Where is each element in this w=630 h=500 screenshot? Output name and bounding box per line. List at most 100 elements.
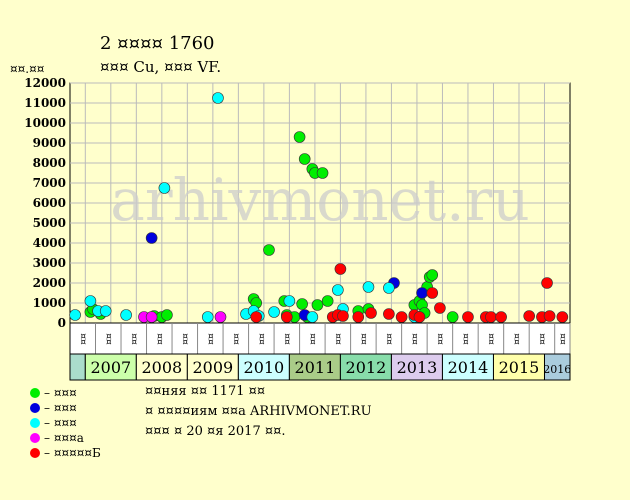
legend-swatch (30, 388, 40, 398)
chart-subtitle: ¤¤¤ Cu, ¤¤¤ VF. (100, 58, 222, 76)
note-date: ¤¤¤ ¤ 20 ¤я 2017 ¤¤. (145, 424, 286, 439)
data-point (495, 311, 507, 323)
year-band-lead (69, 353, 86, 381)
data-point (362, 281, 375, 293)
data-point (201, 311, 214, 323)
data-point (332, 284, 344, 296)
data-point (296, 298, 308, 310)
data-point (365, 307, 377, 319)
year-label: 2015 (499, 358, 540, 377)
y-axis-label: ¤¤.¤¤ (10, 62, 45, 76)
data-point (298, 153, 311, 165)
x-half-label: ¤¤ (334, 333, 344, 345)
x-half-label: ¤¤ (385, 333, 395, 345)
data-point (214, 311, 227, 323)
data-point (337, 310, 349, 322)
year-label: 2016 (543, 363, 571, 376)
data-point (293, 131, 306, 143)
x-half-label: ¤¤ (104, 333, 114, 345)
data-point (426, 287, 439, 299)
data-point (268, 306, 280, 318)
data-point (543, 310, 556, 322)
x-half-label: ¤¤ (461, 333, 471, 345)
y-tick-label: 7000 (33, 176, 66, 190)
data-point (383, 308, 395, 320)
data-point (161, 309, 173, 321)
data-point (541, 277, 553, 289)
note-average: ¤¤няя ¤¤ 1171 ¤¤ (145, 384, 266, 399)
year-label: 2010 (244, 358, 285, 377)
year-label: 2009 (192, 358, 233, 377)
data-point (383, 282, 395, 294)
legend-item: – ¤¤¤а (30, 431, 84, 445)
x-half-label: ¤¤ (538, 333, 548, 345)
legend-item: – ¤¤¤¤¤Б (30, 446, 101, 460)
x-half-label: ¤¤ (155, 333, 165, 345)
chart-title: 2 ¤¤¤¤ 1760 (100, 33, 215, 54)
data-point (413, 311, 426, 323)
data-point (523, 310, 535, 322)
data-point (120, 309, 132, 321)
data-point (434, 302, 446, 314)
legend-label: – ¤¤¤а (44, 431, 84, 445)
legend-item: – ¤¤¤ (30, 386, 77, 400)
year-band (390, 353, 443, 381)
x-half-label: ¤¤ (181, 333, 191, 345)
year-label: 2012 (346, 358, 387, 377)
data-point (395, 311, 408, 323)
data-point (283, 295, 296, 307)
data-point (306, 311, 319, 323)
x-half-label: ¤¤ (487, 333, 497, 345)
legend-item: – ¤¤¤ (30, 416, 77, 430)
data-point (145, 232, 158, 244)
data-point (158, 182, 171, 194)
year-label: 2011 (295, 358, 336, 377)
x-half-label: ¤¤ (558, 333, 568, 345)
data-point (426, 269, 439, 281)
x-axis-half-row (69, 322, 571, 355)
y-tick-label: 8000 (33, 156, 66, 170)
y-tick-label: 10000 (24, 116, 66, 130)
x-half-label: ¤¤ (410, 333, 420, 345)
year-label: 2007 (90, 358, 131, 377)
year-band (84, 353, 137, 381)
x-half-label: ¤¤ (359, 333, 369, 345)
data-point (145, 311, 158, 323)
data-point (263, 244, 275, 256)
data-point (352, 311, 365, 323)
year-band (441, 353, 494, 381)
x-half-label: ¤¤ (79, 333, 89, 345)
x-half-label: ¤¤ (512, 333, 522, 345)
data-point (556, 311, 569, 323)
data-point (416, 287, 428, 299)
data-point (84, 295, 97, 307)
y-tick-label: 5000 (33, 216, 66, 230)
legend-swatch (30, 418, 40, 428)
x-half-label: ¤¤ (308, 333, 318, 345)
year-label: 2008 (141, 358, 182, 377)
data-point (485, 311, 497, 323)
year-band (543, 353, 571, 381)
data-point (446, 311, 459, 323)
data-point (311, 299, 324, 311)
note-source: ¤ ¤¤¤¤иям ¤¤а ARHIVMONET.RU (145, 404, 372, 419)
y-tick-label: 0 (58, 316, 66, 330)
y-tick-label: 1000 (33, 296, 66, 310)
legend-label: – ¤¤¤ (44, 386, 77, 400)
data-point (462, 311, 474, 323)
x-half-label: ¤¤ (257, 333, 267, 345)
y-tick-label: 9000 (33, 136, 66, 150)
x-half-label: ¤¤ (206, 333, 216, 345)
year-band (135, 353, 188, 381)
y-tick-label: 4000 (33, 236, 66, 250)
y-tick-label: 2000 (33, 276, 66, 290)
y-tick-label: 11000 (24, 96, 66, 110)
year-band (339, 353, 392, 381)
x-half-label: ¤¤ (436, 333, 446, 345)
legend-label: – ¤¤¤ (44, 401, 77, 415)
x-half-label: ¤¤ (232, 333, 242, 345)
data-point (250, 311, 263, 323)
legend-item: – ¤¤¤ (30, 401, 77, 415)
data-point (316, 167, 329, 179)
